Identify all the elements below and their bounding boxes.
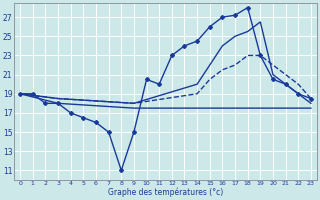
X-axis label: Graphe des températures (°c): Graphe des températures (°c)	[108, 188, 223, 197]
